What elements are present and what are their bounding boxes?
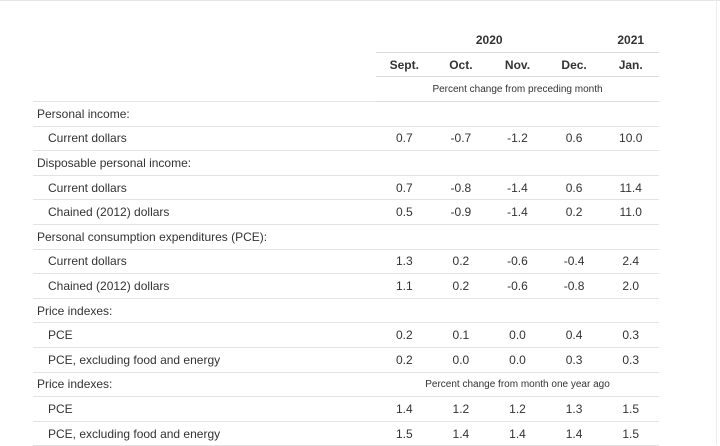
- note-yearly-change: Percent change from month one year ago: [376, 372, 659, 398]
- table-row: Price indexes: Percent change from month…: [33, 372, 659, 398]
- personal-income-table: 2020 2021 Sept. Oct. Nov. Dec. Jan. Perc…: [33, 28, 659, 446]
- top-border: [0, 0, 720, 1]
- month-header-nov: Nov.: [504, 57, 531, 72]
- value-cell: -0.8: [545, 273, 603, 299]
- row-label: Price indexes:: [33, 372, 376, 398]
- row-label: Current dollars: [33, 249, 376, 275]
- row-label: PCE, excluding food and energy: [33, 421, 376, 446]
- month-header-sept: Sept.: [389, 57, 419, 72]
- value-cell: 0.7: [376, 175, 433, 201]
- row-label: PCE: [33, 322, 376, 348]
- table-row: Current dollars 0.7 -0.8 -1.4 0.6 11.4: [33, 175, 659, 201]
- value-cell: 0.3: [545, 347, 603, 373]
- value-cell: 1.4: [489, 421, 546, 446]
- table-row: PCE 0.2 0.1 0.0 0.4 0.3: [33, 322, 659, 348]
- blank-header-cell: [33, 53, 376, 77]
- value-cell: -1.4: [489, 175, 546, 201]
- value-cell: 2.0: [602, 273, 659, 299]
- value-cell: 11.4: [602, 175, 659, 201]
- value-cell: 1.4: [432, 421, 490, 446]
- month-header-row: Sept. Oct. Nov. Dec. Jan.: [33, 53, 659, 77]
- table-row: Disposable personal income:: [33, 150, 659, 176]
- row-label: Price indexes:: [33, 298, 376, 324]
- value-cell: 1.5: [602, 421, 659, 446]
- table-row: Price indexes:: [33, 298, 659, 324]
- row-label: Personal income:: [33, 101, 376, 127]
- value-cell: 0.3: [602, 347, 659, 373]
- row-label: PCE: [33, 396, 376, 422]
- row-label: Chained (2012) dollars: [33, 199, 376, 225]
- value-cell: 0.3: [602, 322, 659, 348]
- value-cell: 2.4: [602, 249, 659, 275]
- year-header-row: 2020 2021: [33, 28, 659, 53]
- table-row: PCE 1.4 1.2 1.2 1.3 1.5: [33, 396, 659, 422]
- value-cell: 1.1: [376, 273, 433, 299]
- value-cell: 1.5: [376, 421, 433, 446]
- table-row: PCE, excluding food and energy 0.2 0.0 0…: [33, 347, 659, 373]
- month-header-jan: Jan.: [618, 57, 643, 72]
- value-cell: 1.4: [545, 421, 603, 446]
- value-cell: 1.3: [376, 249, 433, 275]
- year-2020-header: 2020: [376, 28, 603, 53]
- row-label: Current dollars: [33, 175, 376, 201]
- value-cell: 10.0: [602, 126, 659, 152]
- value-cell: 0.2: [376, 322, 433, 348]
- value-cell: 1.2: [432, 396, 490, 422]
- table-row: Current dollars 0.7 -0.7 -1.2 0.6 10.0: [33, 126, 659, 152]
- value-cell: 0.0: [489, 347, 546, 373]
- note-header-row: Percent change from preceding month: [33, 76, 659, 102]
- scrollbar-edge: [716, 0, 717, 445]
- value-cell: -0.9: [432, 199, 490, 225]
- value-cell: 11.0: [602, 199, 659, 225]
- row-label: Current dollars: [33, 126, 376, 152]
- value-cell: -0.7: [432, 126, 490, 152]
- value-cell: -1.4: [489, 199, 546, 225]
- value-cell: 0.6: [545, 175, 603, 201]
- value-cell: -0.6: [489, 249, 546, 275]
- value-cell: -1.2: [489, 126, 546, 152]
- value-cell: 0.2: [545, 199, 603, 225]
- value-cell: 0.0: [489, 322, 546, 348]
- value-cell: -0.4: [545, 249, 603, 275]
- row-label: Disposable personal income:: [33, 150, 376, 176]
- blank-header-cell: [33, 77, 376, 102]
- note-monthly-change: Percent change from preceding month: [376, 76, 659, 102]
- table-row: Personal income:: [33, 101, 659, 127]
- value-cell: 0.6: [545, 126, 603, 152]
- value-cell: 1.4: [376, 396, 433, 422]
- value-cell: 0.2: [432, 273, 490, 299]
- value-cell: 0.2: [432, 249, 490, 275]
- value-cell: -0.8: [432, 175, 490, 201]
- year-2021-header: 2021: [602, 28, 659, 53]
- value-cell: 0.0: [432, 347, 490, 373]
- value-cell: 1.3: [545, 396, 603, 422]
- value-cell: -0.6: [489, 273, 546, 299]
- table-row: Current dollars 1.3 0.2 -0.6 -0.4 2.4: [33, 249, 659, 275]
- month-header-dec: Dec.: [561, 57, 587, 72]
- table-row: Chained (2012) dollars 1.1 0.2 -0.6 -0.8…: [33, 273, 659, 299]
- value-cell: 0.4: [545, 322, 603, 348]
- row-label: Chained (2012) dollars: [33, 273, 376, 299]
- row-label: Personal consumption expenditures (PCE):: [33, 224, 376, 250]
- month-header-oct: Oct.: [449, 57, 473, 72]
- blank-header-cell: [33, 28, 376, 53]
- value-cell: 1.5: [602, 396, 659, 422]
- value-cell: 0.7: [376, 126, 433, 152]
- value-cell: 0.1: [432, 322, 490, 348]
- value-cell: 0.5: [376, 199, 433, 225]
- row-label: PCE, excluding food and energy: [33, 347, 376, 373]
- value-cell: 1.2: [489, 396, 546, 422]
- table-row: Chained (2012) dollars 0.5 -0.9 -1.4 0.2…: [33, 199, 659, 225]
- value-cell: 0.2: [376, 347, 433, 373]
- table-row: PCE, excluding food and energy 1.5 1.4 1…: [33, 421, 659, 446]
- table-row: Personal consumption expenditures (PCE):: [33, 224, 659, 250]
